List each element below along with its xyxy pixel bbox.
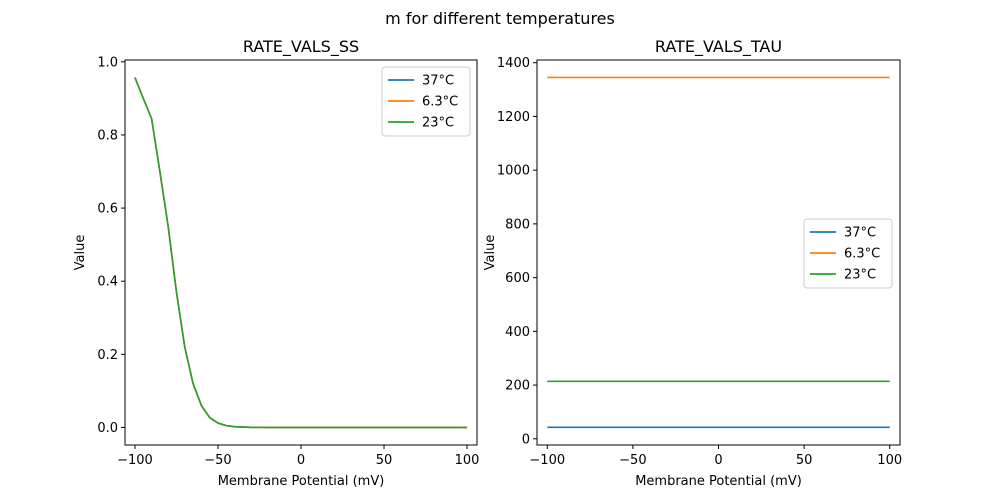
chart1-legend-label: 6.3°C	[844, 247, 880, 262]
chart1-y-tick-label: 0	[522, 432, 530, 447]
chart1-legend-box	[803, 218, 893, 289]
chart1-x-tick-label: 0	[714, 453, 722, 468]
chart0-title: RATE_VALS_SS	[243, 37, 359, 57]
figure-suptitle: m for different temperatures	[385, 9, 615, 28]
chart0-x-tick-label: 0	[297, 453, 305, 468]
chart1-title: RATE_VALS_TAU	[655, 37, 782, 57]
chart0-y-tick-label: 0.0	[97, 421, 118, 436]
chart1-y-tick-label: 1400	[497, 56, 530, 71]
chart0-y-tick-label: 0.4	[97, 275, 118, 290]
chart0-y-tick-label: 1.0	[97, 55, 118, 70]
chart1-y-tick-label: 1000	[497, 164, 530, 179]
chart1-y-tick-label: 400	[505, 325, 530, 340]
chart1-y-tick-label: 800	[505, 217, 530, 232]
chart0-x-tick-label: 50	[376, 453, 393, 468]
chart1-y-tick-label: 1200	[497, 110, 530, 125]
chart0-x-axis-label: Membrane Potential (mV)	[218, 474, 385, 489]
chart1-x-tick-label: 100	[877, 453, 902, 468]
chart1-y-tick-label: 600	[505, 271, 530, 286]
chart0-x-tick-label: 100	[455, 453, 480, 468]
chart1-x-tick-label: −50	[619, 453, 646, 468]
chart1-x-tick-label: −100	[529, 453, 565, 468]
chart-rate-vals-tau: RATE_VALS_TAU−100 −50 0 50 10002004006008001…	[483, 37, 902, 489]
chart0-series-line-2	[134, 77, 468, 429]
chart1-y-axis-label: Value	[483, 235, 498, 271]
chart0-legend-label: 23°C	[422, 116, 454, 131]
chart0-y-tick-label: 0.6	[97, 202, 118, 217]
chart1-x-axis-label: Membrane Potential (mV)	[635, 474, 802, 489]
chart0-x-tick-label: −100	[117, 453, 153, 468]
chart0-x-tick-label: −50	[204, 453, 231, 468]
chart0-y-tick-label: 0.2	[97, 348, 118, 363]
chart0-legend-box	[381, 66, 471, 137]
chart0-y-tick-label: 0.8	[97, 128, 118, 143]
chart0-legend-label: 6.3°C	[422, 95, 458, 110]
chart-rate-vals-ss: RATE_VALS_SS −100 −50 0 50 100 0.0 0.2 0.4 0.6 0.8…	[73, 37, 479, 489]
chart0-y-axis-label: Value	[73, 235, 88, 271]
chart1-legend-label: 37°C	[844, 226, 876, 241]
chart1-y-tick-label: 200	[505, 379, 530, 394]
chart1-legend-label: 23°C	[844, 268, 876, 283]
chart0-legend-label: 37°C	[422, 74, 454, 89]
chart1-x-tick-label: 50	[796, 453, 813, 468]
